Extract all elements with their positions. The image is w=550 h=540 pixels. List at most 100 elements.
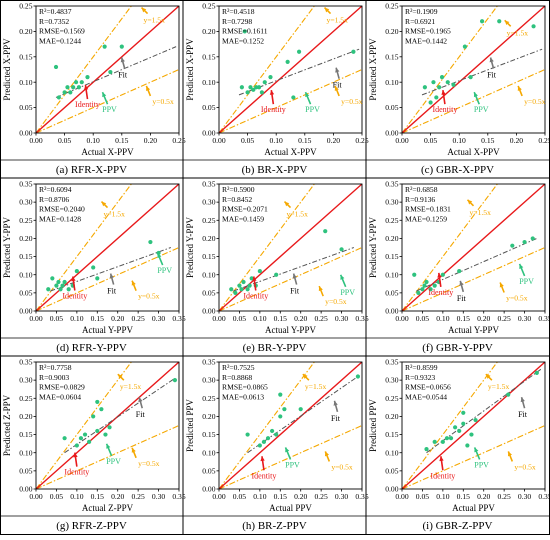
y-tick-label: 0.30 <box>19 376 32 385</box>
x-tick-label: 0.15 <box>457 314 470 323</box>
stats-line-0: R²=0.4518 <box>222 7 255 16</box>
axes-frame <box>35 183 180 312</box>
y05-arrow-head <box>334 85 339 91</box>
y-tick-label: 0.05 <box>19 103 32 112</box>
y15-label: y=1.5x <box>470 208 492 217</box>
y-tick-label: 0.15 <box>202 252 215 261</box>
axes-frame <box>218 183 363 312</box>
x-tick-label: 0.00 <box>395 136 408 145</box>
data-point-2 <box>420 287 425 292</box>
y-tick-label: 0.00 <box>202 129 215 138</box>
y15-arrow-head <box>141 7 147 13</box>
ppv-label: PPV <box>474 460 489 469</box>
data-point-7 <box>461 421 466 426</box>
line-fit <box>416 237 538 292</box>
y-tick-label: 0.15 <box>385 252 398 261</box>
stats-line-3: MAE=0.1428 <box>39 214 81 223</box>
identity-label: Identity <box>64 468 89 477</box>
points <box>53 44 124 100</box>
data-point-6 <box>445 80 450 85</box>
data-point-11 <box>473 417 478 423</box>
fit-arrow-head <box>292 273 297 279</box>
data-point-4 <box>68 90 73 95</box>
data-point-11 <box>296 49 302 54</box>
fit-label: Fit <box>290 287 300 296</box>
stats-line-1: R=0.7352 <box>39 17 69 26</box>
fit-arrow-head <box>120 57 125 63</box>
line-identity <box>402 6 545 133</box>
x-tick-label: 0.20 <box>111 314 124 323</box>
identity-label: Identity <box>62 291 87 300</box>
data-point-4 <box>241 279 246 285</box>
data-point-7 <box>262 80 267 85</box>
x-tick-label: 0.10 <box>253 314 266 323</box>
fit-arrow-head <box>333 400 338 406</box>
data-point-7 <box>66 287 71 292</box>
data-point-4 <box>58 287 63 292</box>
data-point-10 <box>274 272 279 277</box>
identity-arrow-head <box>437 272 442 278</box>
line-y-1-5x <box>36 6 132 133</box>
y-tick-label: 0.00 <box>202 485 215 494</box>
y-tick-label: 0.20 <box>202 234 215 243</box>
stats-line-1: R=0.9136 <box>405 195 435 204</box>
identity-arrow-head <box>269 90 275 95</box>
y05-label: y=0.5x <box>152 97 174 106</box>
x-tick-label: 0.00 <box>29 314 42 323</box>
data-point-0 <box>229 287 234 292</box>
x-axis-label: Actual Z-PPV <box>82 503 134 513</box>
y05-arrow-head <box>131 280 136 286</box>
x-tick-label: 0.15 <box>298 136 311 145</box>
y15-label: y=1.5x <box>507 28 529 37</box>
reference-lines <box>36 6 179 133</box>
y-tick-label: 0.25 <box>202 216 215 225</box>
y-tick-label: 0.35 <box>385 180 398 189</box>
y05-arrow-head <box>146 85 151 91</box>
data-point-2 <box>440 439 445 444</box>
x-tick-label: 0.30 <box>518 492 531 501</box>
line-identity <box>219 362 362 489</box>
panel-caption: (e) BR-Y-PPV <box>243 342 307 354</box>
panel-8: 0.00 0.05 0.10 0.15 0.20 0.25 0.30 0.35 0.00 0.05… <box>368 358 550 532</box>
y-tick-label: 0.20 <box>19 27 32 36</box>
fit-label: Fit <box>457 294 467 303</box>
y-tick-label: 0.05 <box>19 288 32 297</box>
stats-line-3: MAE=0.1259 <box>405 214 447 223</box>
y-tick-label: 0.25 <box>19 2 32 11</box>
y-tick-label: 0.25 <box>202 394 215 403</box>
identity-arrow-head <box>260 456 265 462</box>
y-axis-label: Predicted PPV <box>368 399 378 452</box>
data-point-7 <box>278 392 283 397</box>
line-identity <box>402 184 545 311</box>
y15-arrow-head <box>101 201 107 207</box>
axes-frame <box>35 361 180 490</box>
data-point-1 <box>428 100 433 105</box>
data-point-6 <box>73 80 79 85</box>
panel-5: 0.00 0.05 0.10 0.15 0.20 0.25 0.30 0.35 0.00 0.05… <box>368 180 550 354</box>
data-point-0 <box>62 436 67 441</box>
data-point-3 <box>422 283 427 288</box>
y-axis-label: Predicted Y-PPV <box>2 217 12 278</box>
data-point-9 <box>468 75 473 80</box>
line-y-0-5x <box>402 68 545 133</box>
data-point-8 <box>268 75 273 80</box>
x-tick-label: 0.15 <box>91 314 104 323</box>
y-axis-label: Predicted X-PPV <box>368 38 378 101</box>
y-tick-label: 0.25 <box>202 2 215 11</box>
data-point-7 <box>249 276 254 281</box>
line-y-1-5x <box>219 6 315 133</box>
data-point-0 <box>239 85 244 90</box>
identity-label: Identity <box>251 471 276 480</box>
x-tick-label: 0.00 <box>212 314 225 323</box>
data-point-6 <box>278 414 283 419</box>
data-point-10 <box>291 95 296 100</box>
y05-arrow-head <box>499 282 504 288</box>
axes-frame <box>218 5 363 134</box>
data-point-9 <box>257 268 262 274</box>
y-tick-label: 0.10 <box>202 270 215 279</box>
stats-line-0: R²=0.7525 <box>222 363 255 372</box>
x-tick-label: 0.10 <box>70 314 83 323</box>
x-tick-label: 0.10 <box>436 492 449 501</box>
y05-arrow-head <box>131 447 136 453</box>
stats-line-1: R=0.9003 <box>39 373 69 382</box>
